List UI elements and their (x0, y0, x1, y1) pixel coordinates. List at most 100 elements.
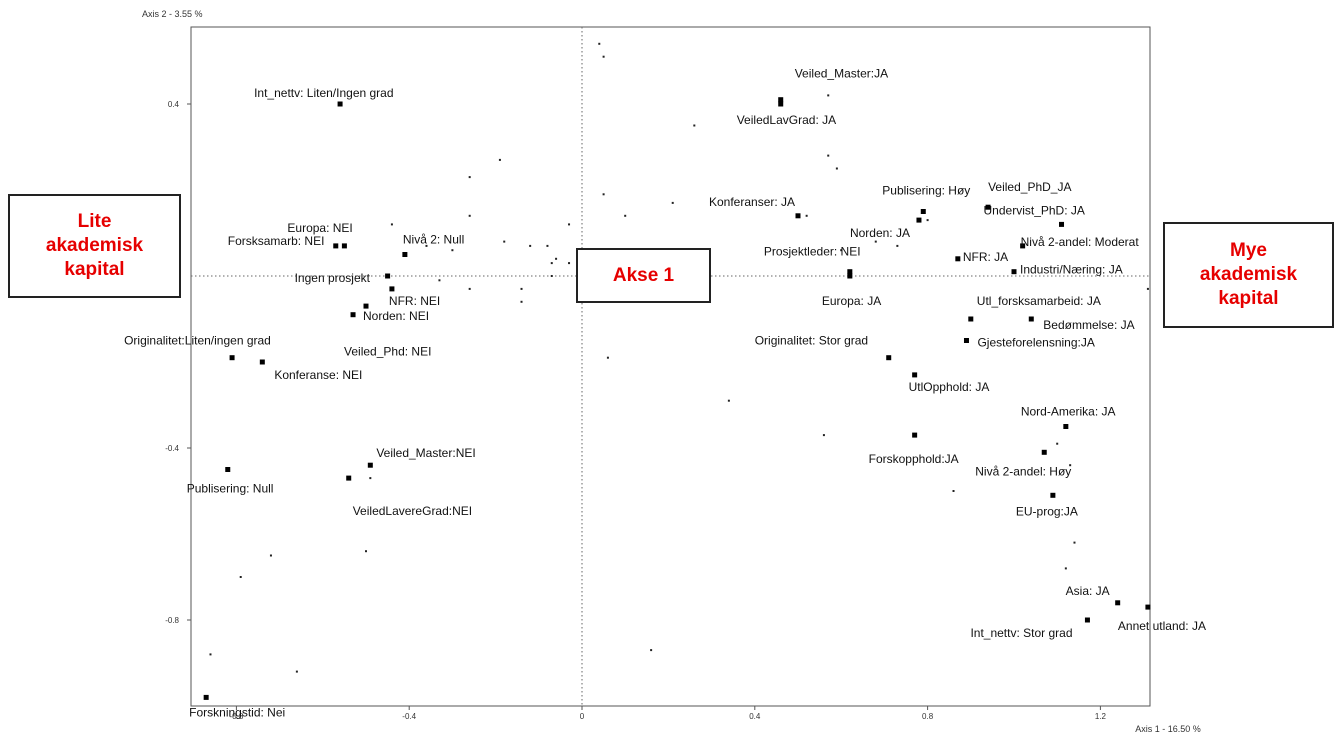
supplementary-point (650, 649, 653, 652)
x-tick-label: 0.4 (749, 712, 761, 721)
x-tick-label: -0.8 (230, 712, 244, 721)
category-label: Originalitet: Stor grad (755, 334, 868, 348)
category-point (916, 217, 922, 223)
x-tick-label: -0.4 (402, 712, 416, 721)
category-point (1145, 604, 1151, 610)
category-point (259, 359, 265, 365)
category-point (963, 338, 969, 343)
category-label: EU-prog:JA (1016, 504, 1078, 518)
supplementary-point (805, 214, 808, 217)
category-point (385, 273, 391, 279)
category-point (955, 256, 961, 262)
center-annotation-box: Akse 1 (576, 248, 711, 303)
supplementary-point (671, 201, 674, 204)
category-label: Norden: NEI (363, 309, 429, 323)
category-label: Veiled_Phd: NEI (344, 345, 431, 359)
category-label: Konferanse: NEI (274, 368, 362, 382)
category-label: Veiled_Master:NEI (376, 446, 475, 460)
supplementary-point (520, 287, 523, 290)
category-point (1063, 424, 1069, 429)
category-label: Forsksamarb: NEI (228, 234, 325, 248)
supplementary-point (822, 434, 825, 437)
supplementary-point (555, 257, 558, 260)
supplementary-point (952, 490, 955, 492)
supplementary-point (438, 279, 441, 282)
supplementary-point (239, 576, 242, 578)
supplementary-point (425, 244, 428, 247)
category-point (350, 312, 356, 318)
category-point (920, 209, 926, 214)
supplementary-point (1146, 287, 1149, 290)
category-point (367, 462, 373, 468)
category-point (1020, 243, 1026, 249)
category-point (363, 303, 369, 309)
category-point (333, 243, 339, 249)
category-label: Prosjektleder: NEI (764, 245, 861, 259)
supplementary-point (602, 193, 605, 196)
y-tick-label: -0.4 (165, 444, 179, 453)
category-label: Annet utland: JA (1118, 619, 1206, 633)
plot-frame (190, 26, 1151, 707)
category-label: Forskningstid: Nei (189, 705, 285, 719)
category-point (778, 101, 784, 107)
category-point (389, 286, 395, 292)
x-tick-label: 1.2 (1095, 712, 1107, 721)
supplementary-point (550, 275, 553, 277)
supplementary-point (874, 240, 877, 243)
y-tick-label: 0.4 (168, 100, 180, 109)
supplementary-point (295, 670, 298, 673)
supplementary-point (896, 244, 899, 247)
supplementary-point (1056, 442, 1059, 445)
category-label: Bedømmelse: JA (1043, 318, 1134, 332)
supplementary-point (840, 249, 843, 252)
category-label: Europa: NEI (287, 221, 352, 235)
category-label: Utl_forsksamarbeid: JA (977, 294, 1101, 308)
supplementary-point (827, 94, 830, 97)
category-label: Europa: JA (822, 294, 881, 308)
category-point (795, 213, 801, 219)
category-label: Veiled_PhD_JA (988, 180, 1071, 194)
category-point (203, 694, 209, 700)
category-label: UtlOpphold: JA (909, 380, 990, 394)
category-point (847, 273, 853, 279)
supplementary-point (835, 167, 838, 170)
category-point (1115, 600, 1121, 606)
supplementary-point (606, 356, 609, 359)
y-axis-title: Axis 2 - 3.55 % (142, 9, 203, 19)
category-label: Int_nettv: Stor grad (970, 626, 1072, 640)
category-label: VeiledLavGrad: JA (737, 113, 836, 127)
category-point (402, 252, 408, 257)
supplementary-point (598, 42, 601, 45)
category-point (1011, 269, 1017, 275)
category-point (985, 204, 991, 210)
supplementary-point (1064, 567, 1067, 570)
category-point (912, 432, 918, 438)
category-point (968, 316, 974, 322)
category-label: Veiled_Master:JA (795, 67, 888, 81)
category-point (847, 269, 853, 275)
supplementary-point (568, 223, 571, 226)
supplementary-point (503, 240, 506, 243)
supplementary-point (468, 214, 471, 217)
category-point (341, 243, 347, 249)
category-label: Norden: JA (850, 226, 910, 240)
category-label: NFR: NEI (389, 294, 440, 308)
supplementary-point (269, 554, 272, 557)
category-point (778, 97, 784, 103)
category-point (337, 101, 343, 107)
category-point (1028, 316, 1034, 322)
supplementary-point (1069, 464, 1072, 467)
category-point (886, 355, 892, 361)
category-label: Nivå 2: Null (403, 233, 464, 247)
category-label: Asia: JA (1066, 584, 1110, 598)
category-point (1084, 617, 1090, 623)
supplementary-point (390, 223, 393, 226)
category-label: Konferanser: JA (709, 195, 795, 209)
supplementary-point (602, 55, 605, 58)
supplementary-point (926, 219, 929, 222)
category-label: Gjesteforelensning:JA (977, 336, 1094, 350)
x-tick-label: 0 (580, 712, 585, 721)
category-point (1041, 449, 1047, 455)
supplementary-point (498, 158, 501, 161)
